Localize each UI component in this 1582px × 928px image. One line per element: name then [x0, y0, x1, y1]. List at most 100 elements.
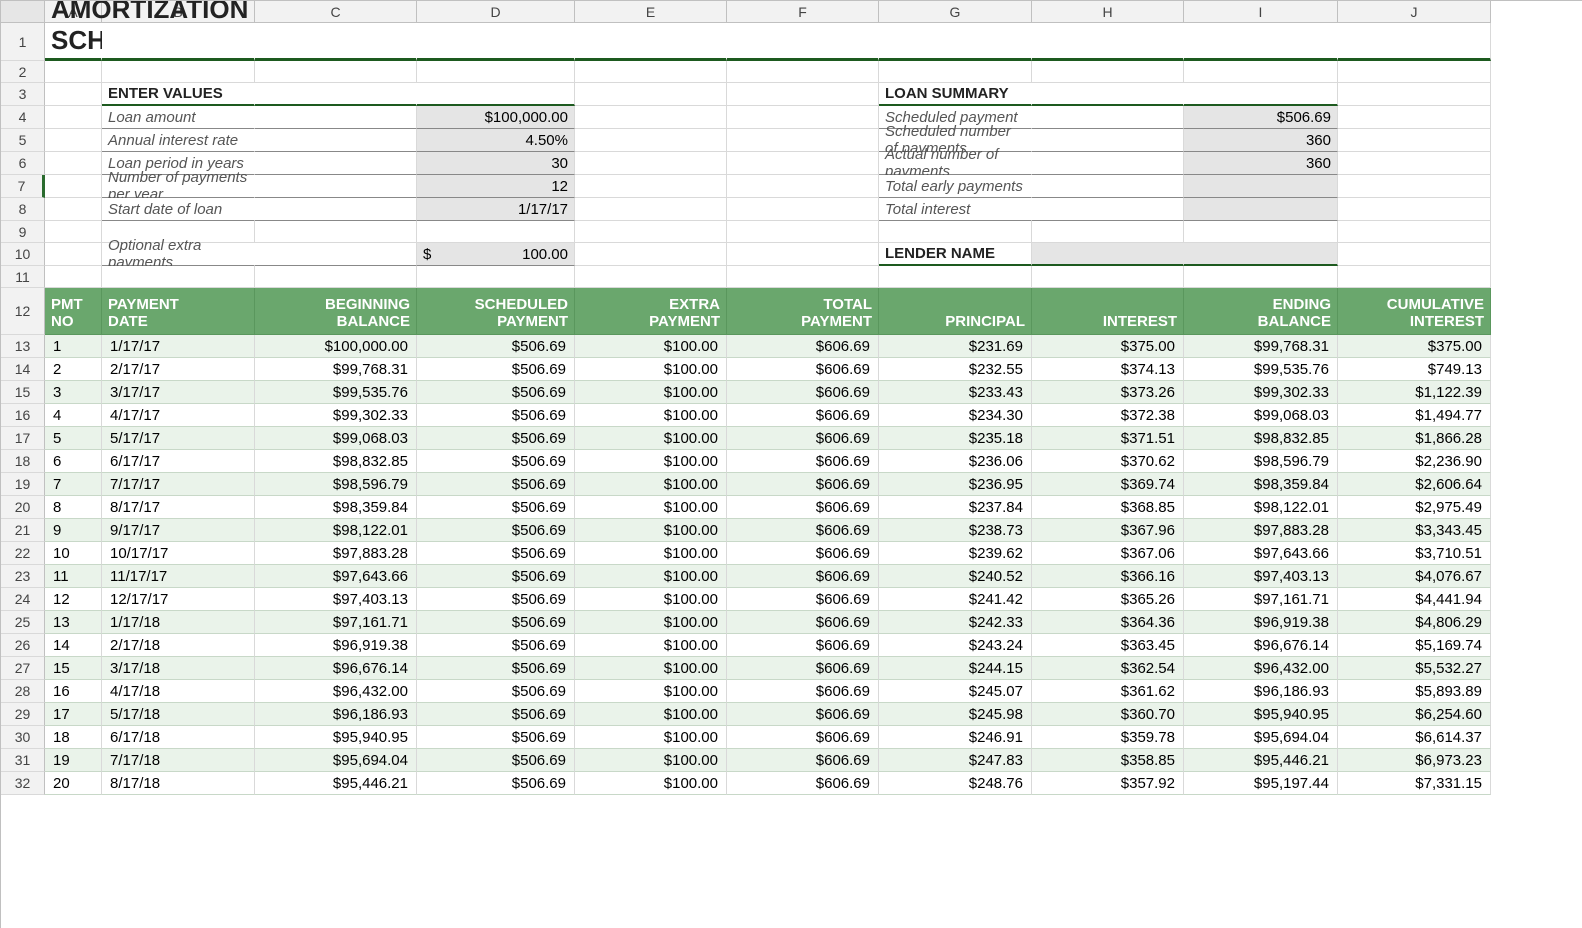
table-cell[interactable]: $4,806.29 — [1338, 611, 1491, 634]
input-value[interactable]: 4.50% — [417, 129, 575, 152]
table-cell[interactable]: $606.69 — [727, 611, 879, 634]
table-cell[interactable]: $367.96 — [1032, 519, 1184, 542]
col-header-E[interactable]: E — [575, 1, 727, 23]
cell[interactable] — [45, 221, 102, 243]
table-cell[interactable]: $361.62 — [1032, 680, 1184, 703]
table-cell[interactable]: $97,403.13 — [1184, 565, 1338, 588]
table-cell[interactable]: $95,694.04 — [255, 749, 417, 772]
table-cell[interactable]: $236.95 — [879, 473, 1032, 496]
table-cell[interactable]: 18 — [45, 726, 102, 749]
table-cell[interactable]: 12 — [45, 588, 102, 611]
table-cell[interactable]: $100.00 — [575, 703, 727, 726]
table-cell[interactable]: 2/17/18 — [102, 634, 255, 657]
table-header-col-6[interactable]: PRINCIPAL — [879, 288, 1032, 335]
lender-name-value[interactable] — [1032, 243, 1184, 266]
row-header-29[interactable]: 29 — [1, 703, 45, 726]
cell[interactable] — [727, 61, 879, 83]
cell[interactable] — [45, 243, 102, 266]
table-cell[interactable]: $606.69 — [727, 772, 879, 795]
table-cell[interactable]: $98,596.79 — [255, 473, 417, 496]
table-cell[interactable]: $100.00 — [575, 772, 727, 795]
table-header-col-7[interactable]: INTEREST — [1032, 288, 1184, 335]
table-cell[interactable]: $375.00 — [1338, 335, 1491, 358]
cell[interactable] — [1338, 175, 1491, 198]
table-cell[interactable]: $96,919.38 — [1184, 611, 1338, 634]
row-header-7[interactable]: 7 — [1, 175, 45, 198]
table-cell[interactable]: $3,710.51 — [1338, 542, 1491, 565]
row-header-1[interactable]: 1 — [1, 23, 45, 61]
table-cell[interactable]: $244.15 — [879, 657, 1032, 680]
row-header-11[interactable]: 11 — [1, 266, 45, 288]
table-cell[interactable]: $506.69 — [417, 588, 575, 611]
cell[interactable] — [727, 266, 879, 288]
cell[interactable] — [102, 61, 255, 83]
table-cell[interactable]: $245.98 — [879, 703, 1032, 726]
table-cell[interactable]: $99,302.33 — [1184, 381, 1338, 404]
table-cell[interactable]: $100.00 — [575, 404, 727, 427]
table-cell[interactable]: 8/17/18 — [102, 772, 255, 795]
table-cell[interactable]: $100.00 — [575, 427, 727, 450]
table-cell[interactable]: $6,614.37 — [1338, 726, 1491, 749]
cell[interactable] — [727, 221, 879, 243]
table-cell[interactable]: $606.69 — [727, 427, 879, 450]
table-cell[interactable]: $97,403.13 — [255, 588, 417, 611]
col-header-F[interactable]: F — [727, 1, 879, 23]
cell[interactable] — [1032, 266, 1184, 288]
table-cell[interactable]: $368.85 — [1032, 496, 1184, 519]
table-cell[interactable]: $99,068.03 — [1184, 404, 1338, 427]
input-value[interactable]: 1/17/17 — [417, 198, 575, 221]
table-cell[interactable]: $506.69 — [417, 404, 575, 427]
table-cell[interactable]: $95,694.04 — [1184, 726, 1338, 749]
cell[interactable] — [417, 61, 575, 83]
table-cell[interactable]: 9 — [45, 519, 102, 542]
table-cell[interactable]: $97,161.71 — [1184, 588, 1338, 611]
table-cell[interactable]: $100.00 — [575, 496, 727, 519]
cell[interactable] — [1338, 129, 1491, 152]
table-cell[interactable]: $506.69 — [417, 450, 575, 473]
table-cell[interactable]: $375.00 — [1032, 335, 1184, 358]
table-cell[interactable]: $96,676.14 — [255, 657, 417, 680]
cell[interactable] — [575, 175, 727, 198]
row-header-3[interactable]: 3 — [1, 83, 45, 106]
table-cell[interactable]: $98,122.01 — [1184, 496, 1338, 519]
table-cell[interactable]: $358.85 — [1032, 749, 1184, 772]
cell[interactable] — [1338, 198, 1491, 221]
table-cell[interactable]: $606.69 — [727, 588, 879, 611]
table-header-col-9[interactable]: CUMULATIVE INTEREST — [1338, 288, 1491, 335]
table-cell[interactable]: $506.69 — [417, 772, 575, 795]
table-cell[interactable]: 1 — [45, 335, 102, 358]
table-cell[interactable]: 12/17/17 — [102, 588, 255, 611]
cell[interactable] — [1032, 221, 1184, 243]
table-cell[interactable]: 3/17/17 — [102, 381, 255, 404]
table-cell[interactable]: 1/17/17 — [102, 335, 255, 358]
table-cell[interactable]: $96,186.93 — [1184, 680, 1338, 703]
row-header-4[interactable]: 4 — [1, 106, 45, 129]
table-cell[interactable]: 7/17/18 — [102, 749, 255, 772]
table-cell[interactable]: 15 — [45, 657, 102, 680]
table-cell[interactable]: $606.69 — [727, 358, 879, 381]
row-header-30[interactable]: 30 — [1, 726, 45, 749]
cell[interactable] — [1184, 221, 1338, 243]
table-cell[interactable]: $96,432.00 — [1184, 657, 1338, 680]
cell[interactable] — [45, 152, 102, 175]
cell[interactable] — [575, 23, 727, 61]
table-cell[interactable]: 4/17/17 — [102, 404, 255, 427]
table-cell[interactable]: $373.26 — [1032, 381, 1184, 404]
table-cell[interactable]: 7 — [45, 473, 102, 496]
table-cell[interactable]: $506.69 — [417, 634, 575, 657]
table-cell[interactable]: $99,768.31 — [1184, 335, 1338, 358]
table-cell[interactable]: $238.73 — [879, 519, 1032, 542]
table-cell[interactable]: $1,494.77 — [1338, 404, 1491, 427]
table-cell[interactable]: $245.07 — [879, 680, 1032, 703]
row-header-31[interactable]: 31 — [1, 749, 45, 772]
table-cell[interactable]: $242.33 — [879, 611, 1032, 634]
cell[interactable] — [727, 152, 879, 175]
cell[interactable] — [255, 221, 417, 243]
table-header-col-8[interactable]: ENDING BALANCE — [1184, 288, 1338, 335]
table-cell[interactable]: $96,186.93 — [255, 703, 417, 726]
table-cell[interactable]: $506.69 — [417, 381, 575, 404]
cell[interactable] — [1184, 61, 1338, 83]
table-cell[interactable]: $506.69 — [417, 542, 575, 565]
col-header-D[interactable]: D — [417, 1, 575, 23]
table-cell[interactable]: $2,975.49 — [1338, 496, 1491, 519]
